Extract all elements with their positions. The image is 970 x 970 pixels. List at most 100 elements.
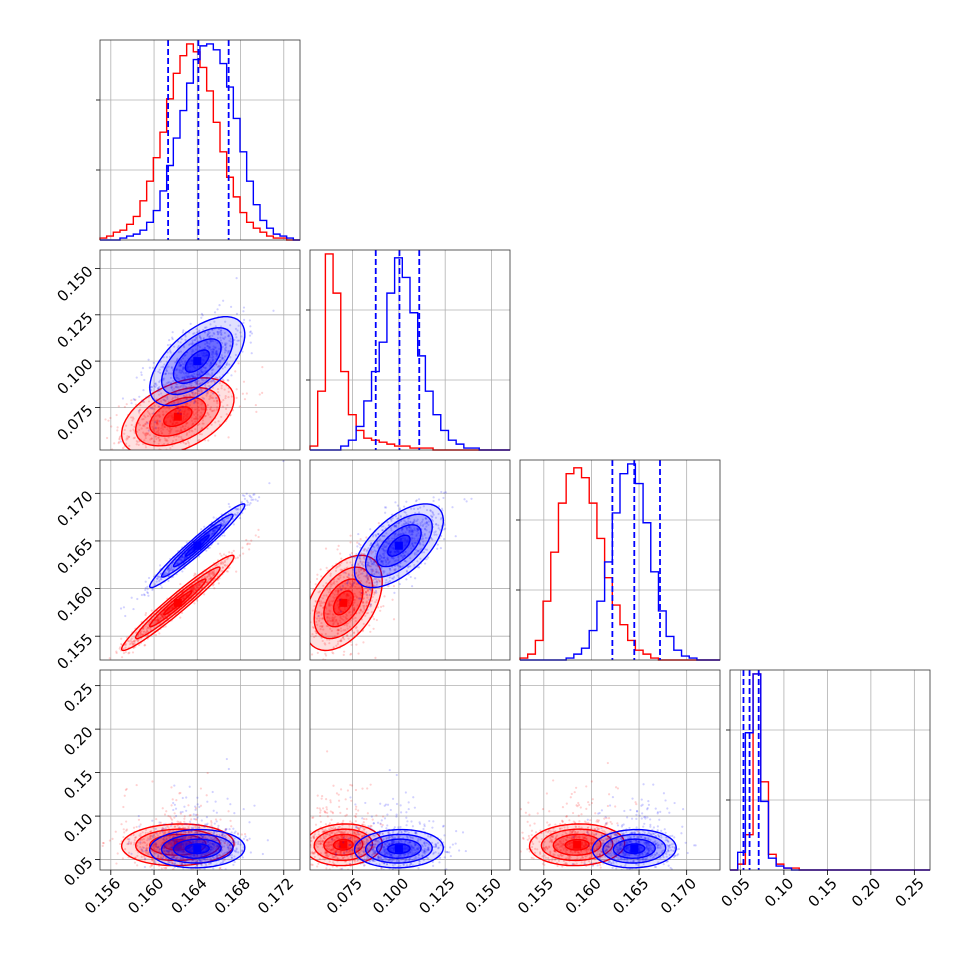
scatter-point bbox=[202, 366, 206, 369]
scatter-point bbox=[385, 560, 388, 563]
scatter-point bbox=[149, 438, 152, 441]
scatter-point bbox=[210, 821, 213, 824]
scatter-point bbox=[366, 611, 370, 615]
scatter-point bbox=[198, 438, 201, 442]
scatter-point bbox=[215, 563, 218, 566]
scatter-point bbox=[151, 366, 155, 369]
scatter-point bbox=[393, 533, 397, 536]
scatter-point bbox=[201, 576, 204, 580]
scatter-point bbox=[378, 558, 381, 561]
density-peak bbox=[193, 357, 202, 366]
scatter-point bbox=[182, 376, 185, 379]
hist-panel-0 bbox=[96, 39, 301, 241]
scatter-point bbox=[369, 603, 372, 606]
scatter-point bbox=[203, 457, 205, 459]
scatter-point bbox=[224, 349, 227, 352]
scatter-point bbox=[196, 599, 199, 602]
scatter-point bbox=[154, 427, 158, 430]
histogram-series-1 bbox=[520, 463, 720, 661]
scatter-point bbox=[357, 587, 361, 590]
scatter-point bbox=[191, 362, 194, 365]
scatter-point bbox=[224, 346, 228, 349]
scatter-point bbox=[188, 375, 191, 378]
scatter-point bbox=[245, 538, 248, 542]
scatter-point bbox=[316, 577, 319, 581]
scatter-point bbox=[220, 356, 224, 359]
scatter-point bbox=[252, 498, 255, 501]
scatter-point bbox=[127, 840, 131, 843]
scatter-point bbox=[139, 846, 142, 849]
scatter-point bbox=[169, 564, 173, 568]
scatter-point bbox=[220, 400, 223, 404]
scatter-point bbox=[349, 553, 352, 556]
scatter-point bbox=[200, 390, 203, 393]
scatter-point bbox=[282, 460, 285, 463]
scatter-point bbox=[424, 536, 428, 540]
panel-content bbox=[104, 276, 275, 465]
scatter-point bbox=[225, 363, 228, 367]
scatter-point bbox=[346, 594, 349, 597]
scatter-point bbox=[320, 604, 323, 607]
scatter-point bbox=[142, 593, 146, 596]
scatter-point bbox=[429, 514, 433, 517]
scatter-point bbox=[381, 552, 385, 555]
scatter-point bbox=[173, 855, 176, 858]
scatter-point bbox=[177, 463, 179, 465]
scatter-point bbox=[184, 409, 187, 412]
scatter-point bbox=[234, 557, 237, 560]
scatter-point bbox=[203, 852, 206, 856]
scatter-point bbox=[394, 501, 397, 504]
scatter-point bbox=[424, 548, 427, 551]
scatter-point bbox=[198, 345, 202, 349]
scatter-point bbox=[220, 358, 224, 361]
scatter-point bbox=[197, 390, 201, 393]
scatter-point bbox=[203, 525, 206, 528]
scatter-point bbox=[236, 511, 239, 514]
scatter-point bbox=[421, 520, 424, 523]
scatter-point bbox=[337, 592, 340, 596]
scatter-point bbox=[143, 450, 145, 452]
scatter-point bbox=[179, 364, 182, 367]
scatter-point bbox=[257, 496, 261, 499]
scatter-point bbox=[197, 383, 201, 386]
scatter-point bbox=[215, 376, 219, 380]
scatter-point bbox=[429, 537, 433, 540]
scatter-point bbox=[237, 508, 240, 511]
scatter-point bbox=[369, 544, 372, 547]
scatter-point bbox=[144, 828, 148, 832]
scatter-point bbox=[348, 598, 351, 601]
scatter-point bbox=[187, 375, 190, 378]
scatter-point bbox=[200, 411, 203, 414]
scatter-point bbox=[157, 442, 160, 445]
scatter-point bbox=[157, 618, 160, 621]
scatter-point bbox=[359, 538, 362, 541]
scatter-point bbox=[167, 851, 170, 854]
scatter-point bbox=[179, 341, 182, 344]
scatter-point bbox=[166, 397, 169, 400]
scatter-point bbox=[350, 589, 354, 592]
scatter-point bbox=[352, 582, 355, 585]
scatter-point bbox=[219, 552, 222, 555]
scatter-point bbox=[395, 524, 398, 528]
scatter-point bbox=[190, 359, 193, 362]
scatter-point bbox=[356, 575, 359, 578]
scatter-point bbox=[314, 599, 317, 603]
scatter-point bbox=[425, 521, 428, 524]
scatter-point bbox=[193, 372, 196, 376]
scatter-point bbox=[396, 534, 399, 537]
scatter-point bbox=[207, 330, 210, 333]
scatter-point bbox=[370, 589, 373, 592]
scatter-point bbox=[240, 833, 243, 836]
scatter-point bbox=[215, 351, 218, 354]
scatter-point bbox=[130, 642, 133, 645]
scatter-point bbox=[354, 599, 357, 602]
contours-0000ff bbox=[148, 503, 246, 589]
scatter-point bbox=[172, 867, 175, 870]
scatter-point bbox=[154, 845, 158, 849]
scatter-point bbox=[225, 521, 228, 524]
scatter-point bbox=[338, 609, 342, 612]
scatter-point bbox=[136, 441, 139, 444]
scatter-point bbox=[158, 564, 162, 567]
scatter-point bbox=[209, 394, 212, 397]
scatter-point bbox=[339, 588, 342, 591]
